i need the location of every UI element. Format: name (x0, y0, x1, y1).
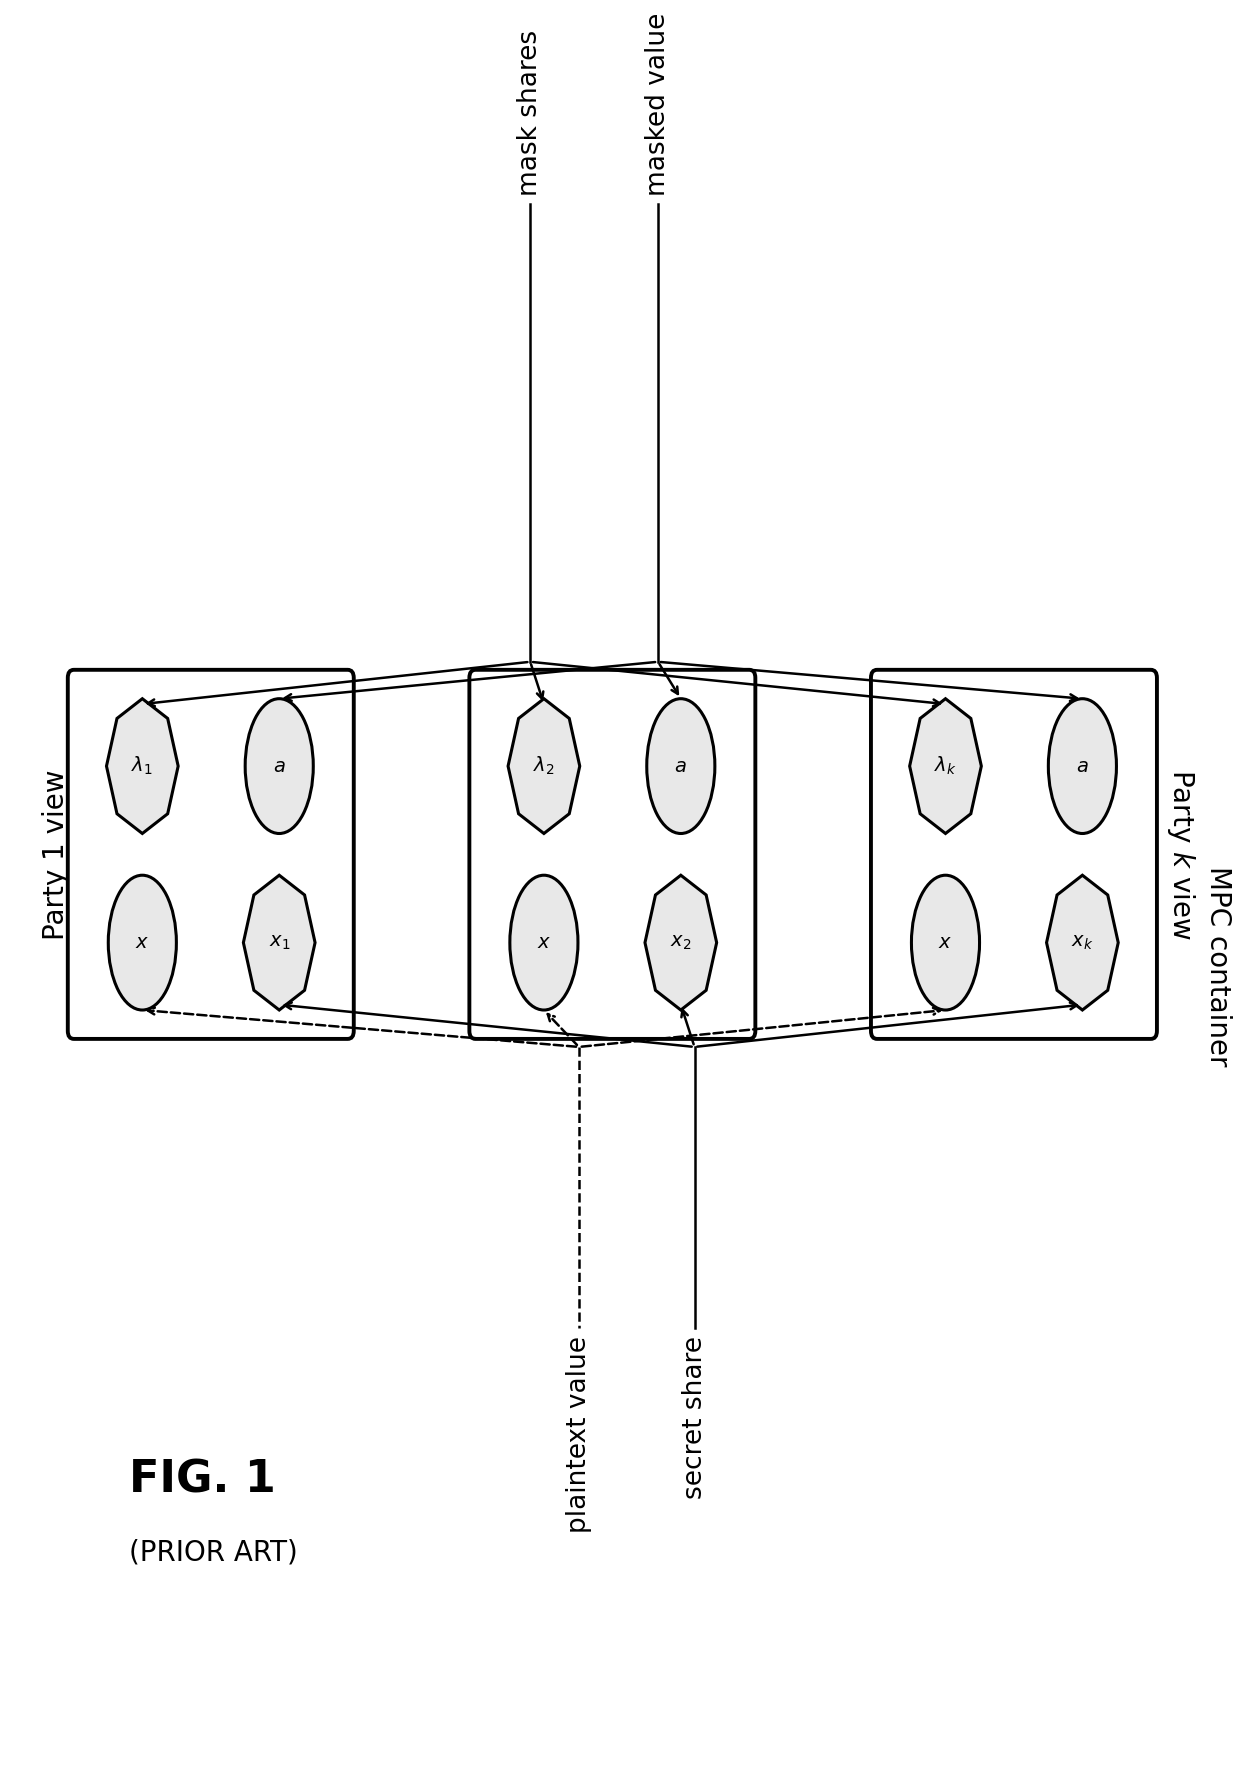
Text: masked value: masked value (645, 12, 671, 196)
FancyArrowPatch shape (533, 661, 940, 705)
Text: $\lambda_2$: $\lambda_2$ (533, 755, 554, 778)
Polygon shape (645, 875, 717, 1010)
FancyBboxPatch shape (870, 670, 1157, 1040)
Text: MPC container: MPC container (1204, 866, 1231, 1066)
Text: Party 1 view: Party 1 view (42, 769, 69, 939)
Ellipse shape (108, 875, 176, 1010)
Text: $x$: $x$ (939, 934, 952, 953)
Text: (PRIOR ART): (PRIOR ART) (129, 1538, 298, 1566)
Text: FIG. 1: FIG. 1 (129, 1459, 275, 1501)
Text: $a$: $a$ (1076, 757, 1089, 776)
Text: mask shares: mask shares (517, 30, 543, 196)
Text: $x_1$: $x_1$ (269, 934, 290, 953)
FancyBboxPatch shape (68, 670, 353, 1040)
Ellipse shape (911, 875, 980, 1010)
Text: $x$: $x$ (537, 934, 551, 953)
Text: $a$: $a$ (675, 757, 687, 776)
Text: $\lambda_k$: $\lambda_k$ (934, 755, 957, 778)
FancyArrowPatch shape (661, 661, 1076, 700)
Text: secret share: secret share (682, 1337, 708, 1499)
Polygon shape (107, 698, 179, 833)
Polygon shape (1047, 875, 1118, 1010)
Text: $x_k$: $x_k$ (1071, 934, 1094, 953)
FancyArrowPatch shape (285, 661, 655, 700)
FancyBboxPatch shape (470, 670, 755, 1040)
Ellipse shape (510, 875, 578, 1010)
Text: $x$: $x$ (135, 934, 150, 953)
Ellipse shape (1048, 698, 1116, 833)
FancyArrowPatch shape (682, 1010, 693, 1045)
FancyArrowPatch shape (660, 665, 678, 695)
FancyArrowPatch shape (582, 1008, 940, 1047)
Ellipse shape (246, 698, 314, 833)
Polygon shape (910, 698, 981, 833)
FancyArrowPatch shape (285, 1002, 692, 1047)
Text: plaintext value: plaintext value (565, 1337, 591, 1533)
Text: $\lambda_1$: $\lambda_1$ (131, 755, 154, 778)
FancyArrowPatch shape (548, 1015, 577, 1045)
Polygon shape (243, 875, 315, 1010)
Text: Party $k$ view: Party $k$ view (1166, 769, 1198, 941)
FancyArrowPatch shape (148, 661, 527, 705)
Ellipse shape (647, 698, 715, 833)
FancyArrowPatch shape (148, 1008, 577, 1047)
Text: $a$: $a$ (273, 757, 285, 776)
Text: $x_2$: $x_2$ (670, 934, 692, 953)
FancyArrowPatch shape (697, 1002, 1076, 1047)
Polygon shape (508, 698, 580, 833)
FancyArrowPatch shape (531, 665, 543, 698)
